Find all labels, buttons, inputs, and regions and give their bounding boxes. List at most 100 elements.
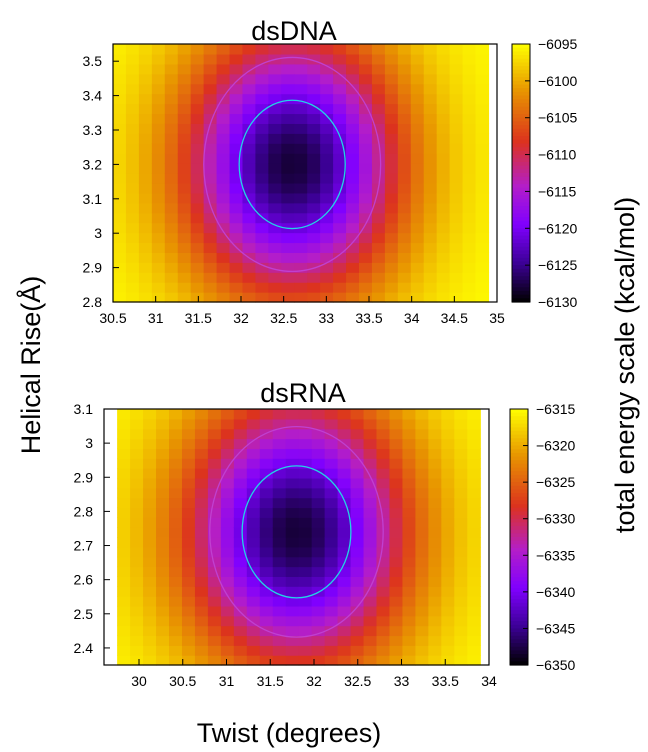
heatmap-cell xyxy=(371,202,386,214)
panel-dsdna: dsDNA 30.5 31 31.5 32 32.5 33 33.5 34 34.5 35 2.8… xyxy=(83,16,578,326)
heatmap-cell xyxy=(246,418,261,430)
heatmap-cell xyxy=(125,153,140,164)
heatmap-cell xyxy=(294,282,308,293)
heatmap-cell xyxy=(143,566,157,577)
heatmap-cell xyxy=(190,103,205,115)
heatmap-cell xyxy=(333,153,347,164)
heatmap-cell xyxy=(190,123,205,134)
heatmap-cell xyxy=(207,635,222,646)
heatmap-cell xyxy=(346,292,360,303)
heatmap-cell xyxy=(324,566,339,577)
heatmap-cell xyxy=(125,192,140,204)
heatmap-cell xyxy=(298,625,313,637)
heatmap-cell xyxy=(255,272,269,283)
heatmap-cell xyxy=(337,605,352,617)
heatmap-cell xyxy=(177,192,192,204)
heatmap-cell xyxy=(324,625,339,637)
heatmap-cell xyxy=(281,192,295,204)
heatmap-cell xyxy=(246,477,261,489)
heatmap-cell xyxy=(337,497,352,509)
heatmap-cell xyxy=(333,113,347,124)
heatmap-cell xyxy=(475,212,490,224)
heatmap-cell xyxy=(220,517,235,528)
heatmap-cell xyxy=(337,517,352,528)
heatmap-cell xyxy=(169,438,183,449)
heatmap-cell xyxy=(281,282,295,293)
heatmap-cell xyxy=(389,507,404,518)
colorbar-segment xyxy=(512,213,530,218)
colorbar-segment xyxy=(510,657,528,662)
heatmap-cell xyxy=(410,192,425,204)
heatmap-cell xyxy=(449,113,464,124)
heatmap-cell xyxy=(255,44,269,55)
heatmap-cell xyxy=(350,596,365,607)
colorbar-segment xyxy=(510,569,528,575)
heatmap-cell xyxy=(436,53,451,65)
heatmap-cell xyxy=(156,655,170,666)
heatmap-cell xyxy=(268,73,282,85)
heatmap-cell xyxy=(156,546,170,558)
heatmap-cell xyxy=(113,262,127,273)
heatmap-cell xyxy=(337,645,352,656)
heatmap-cell xyxy=(371,252,386,263)
heatmap-cell xyxy=(384,73,399,85)
heatmap-cell xyxy=(294,73,308,85)
heatmap-cell xyxy=(320,163,334,174)
colorbar-segment xyxy=(512,44,530,49)
heatmap-cell xyxy=(410,242,425,253)
heatmap-cell xyxy=(346,252,360,263)
heatmap-cell xyxy=(285,448,300,459)
heatmap-cell xyxy=(125,242,140,253)
heatmap-cell xyxy=(363,487,378,499)
heatmap-cell xyxy=(389,576,404,587)
heatmap-cell xyxy=(333,73,347,85)
heatmap-cell xyxy=(255,133,269,144)
heatmap-cell xyxy=(320,262,334,273)
heatmap-cell xyxy=(402,448,417,459)
heatmap-cell xyxy=(181,517,196,528)
heatmap-cell xyxy=(125,133,140,144)
colorbar-segment xyxy=(512,290,530,296)
heatmap-cell xyxy=(454,507,468,518)
heatmap-cell xyxy=(467,556,481,568)
heatmap-cell xyxy=(130,566,144,577)
colorbar-tick-label: −6095 xyxy=(538,36,578,52)
heatmap-cell xyxy=(246,458,261,469)
heatmap-cell xyxy=(397,292,412,303)
heatmap-cell xyxy=(259,448,274,459)
x-tick-label: 34 xyxy=(481,673,497,689)
heatmap-cell xyxy=(350,527,365,538)
heatmap-cell xyxy=(203,292,218,303)
heatmap-cell xyxy=(194,438,209,449)
heatmap-cell xyxy=(164,133,179,144)
heatmap-cell xyxy=(151,53,166,65)
heatmap-cell xyxy=(384,63,399,75)
heatmap-cell xyxy=(285,507,300,518)
heatmap-cell xyxy=(363,566,378,577)
heatmap-cell xyxy=(285,458,300,469)
heatmap-cell xyxy=(113,212,127,224)
heatmap-cell xyxy=(259,537,274,548)
heatmap-cell xyxy=(233,527,248,538)
heatmap-cell xyxy=(454,566,468,577)
heatmap-cell xyxy=(359,83,373,95)
heatmap-cell xyxy=(216,153,231,164)
heatmap-cell xyxy=(402,596,417,607)
heatmap-cell xyxy=(194,448,209,459)
colorbar-segment xyxy=(512,62,530,67)
heatmap-cell xyxy=(117,448,131,459)
heatmap-cell xyxy=(333,222,347,234)
colorbar-tick-label: −6340 xyxy=(536,584,576,600)
colorbar-segment xyxy=(512,58,530,64)
colorbar-tick-label: −6330 xyxy=(536,511,576,527)
heatmap-cell xyxy=(346,262,360,273)
colorbar-segment xyxy=(510,643,528,648)
heatmap-cell xyxy=(454,497,468,509)
heatmap-cell xyxy=(333,282,347,293)
heatmap-cell xyxy=(441,487,455,499)
colorbar-segment xyxy=(510,632,528,637)
x-tick-label: 30.5 xyxy=(169,673,196,689)
heatmap-cell xyxy=(181,625,196,637)
heatmap-cell xyxy=(436,44,451,55)
colorbar-segment xyxy=(510,449,528,454)
